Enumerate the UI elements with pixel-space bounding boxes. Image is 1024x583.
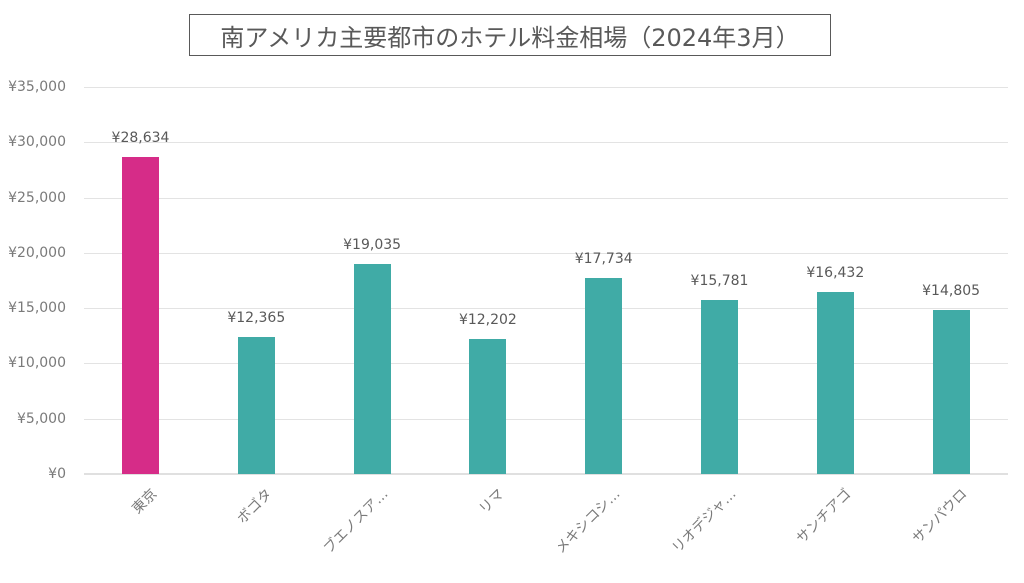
y-axis: ¥0 ¥5,000 ¥10,000 ¥15,000 ¥20,000 ¥25,000 ¥30,… (0, 0, 84, 573)
x-axis-line (84, 473, 1008, 475)
data-label: ¥19,035 (343, 236, 402, 253)
x-tick-label: サンパウロ (909, 486, 971, 547)
gridline (84, 252, 1008, 254)
bar-2 (353, 263, 391, 474)
y-tick-label: ¥35,000 (8, 79, 66, 95)
chart-title-box: 南アメリカ主要都市のホテル料金相場（2024年3月） (189, 14, 831, 56)
x-tick-label: リマ (476, 486, 508, 518)
y-tick-label: ¥25,000 (8, 189, 66, 206)
data-label: ¥12,202 (458, 312, 517, 329)
gridline (84, 308, 1008, 310)
y-tick-label: ¥0 (48, 466, 66, 482)
x-tick-label: ボゴタ (234, 486, 276, 528)
y-tick-label: ¥5,000 (17, 410, 66, 427)
x-tick-label: ブエノスア… (320, 486, 392, 557)
data-label: ¥15,781 (690, 272, 749, 289)
plot-area: ¥28,634 ¥12,365 ¥19,035 ¥12,202 ¥17,734 ¥15,7… (84, 87, 1008, 475)
bar-4 (585, 277, 623, 474)
y-tick-label: ¥30,000 (8, 134, 66, 151)
data-label: ¥16,432 (806, 265, 865, 282)
chart-title: 南アメリカ主要都市のホテル料金相場（2024年3月） (220, 23, 800, 52)
x-tick-label: サンチアゴ (793, 486, 855, 547)
gridline (84, 418, 1008, 420)
bar-6 (816, 292, 854, 474)
bar-1 (237, 337, 275, 474)
gridline (84, 197, 1008, 199)
y-tick-label: ¥20,000 (8, 244, 66, 261)
gridline (84, 142, 1008, 144)
data-label: ¥12,365 (227, 310, 286, 327)
bar-3 (469, 339, 507, 474)
x-tick-label: リオデジャ… (668, 486, 739, 557)
y-tick-label: ¥10,000 (8, 355, 66, 372)
data-label: ¥14,805 (922, 283, 981, 300)
gridline (84, 87, 1008, 88)
x-tick-label: メキシコシ… (552, 486, 624, 557)
bar-0 (122, 157, 159, 474)
bar-5 (701, 299, 738, 474)
gridline (84, 363, 1008, 365)
data-label: ¥17,734 (574, 250, 633, 267)
data-label: ¥28,634 (111, 130, 170, 147)
bar-7 (932, 310, 970, 474)
y-tick-label: ¥15,000 (8, 300, 66, 317)
